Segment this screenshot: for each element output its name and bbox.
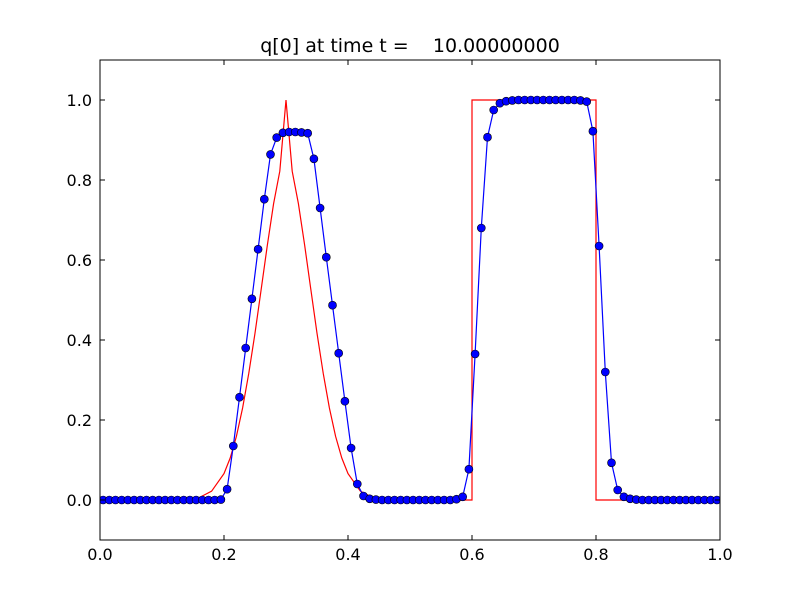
series-1-point (464, 464, 474, 474)
series-1-point (489, 105, 499, 115)
series-0-line (100, 99, 720, 501)
series-layer (100, 95, 720, 505)
series-1-point (588, 126, 598, 136)
x-tick-label: 0.6 (459, 545, 484, 564)
series-1-point (582, 97, 592, 106)
series-1-point (309, 154, 319, 164)
y-tick-label: 0.8 (67, 171, 92, 190)
series-1-point (458, 492, 468, 502)
series-1-point (328, 300, 337, 310)
series-1-point (321, 252, 331, 262)
series-1-point (476, 223, 486, 233)
y-tick-label: 0.2 (67, 411, 92, 430)
series-1-point (259, 194, 269, 204)
series-1-point (483, 132, 492, 142)
series-1-point (272, 133, 282, 142)
x-tick-label: 1.0 (707, 545, 732, 564)
series-1-point (334, 348, 344, 358)
series-1-point (607, 458, 616, 468)
y-tick-label: 0.0 (67, 491, 92, 510)
series-1-point (216, 495, 226, 504)
series-1-line (103, 99, 717, 501)
series-1-point (600, 367, 610, 377)
y-tick-label: 0.4 (67, 331, 92, 350)
series-1-point (594, 241, 604, 251)
series-1-point (315, 203, 325, 213)
x-tick-label: 0.0 (87, 545, 112, 564)
series-1-point (241, 343, 250, 353)
x-tick-label: 0.4 (335, 545, 360, 564)
chart-title: q[0] at time t = 10.00000000 (260, 35, 560, 57)
y-axis: 0.0 0.2 0.4 0.6 0.8 1.0 (67, 91, 720, 510)
series-1-point (613, 485, 623, 495)
series-1-point (247, 294, 257, 304)
series-1-point (229, 441, 238, 451)
series-1-point (340, 396, 350, 406)
x-tick-label: 0.2 (211, 545, 236, 564)
series-1-point (346, 443, 356, 453)
series-1-point (222, 484, 232, 494)
series-1-point (470, 349, 480, 359)
series-1-point (352, 479, 362, 489)
series-1-point (253, 244, 263, 254)
y-tick-label: 0.6 (67, 251, 92, 270)
y-tick-label: 1.0 (67, 91, 92, 110)
series-1-point (266, 150, 275, 159)
x-tick-label: 0.8 (583, 545, 608, 564)
plot-frame (99, 59, 721, 541)
series-1-point (235, 392, 244, 402)
x-axis: 0.0 0.2 0.4 0.6 0.8 1.0 (87, 60, 733, 564)
series-1-point (303, 128, 313, 138)
